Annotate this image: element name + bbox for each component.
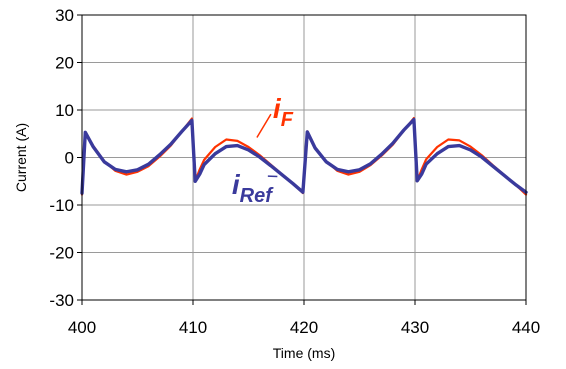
x-tick-label: 440 <box>512 318 540 337</box>
x-axis-title: Time (ms) <box>273 345 335 361</box>
y-tick-label: -20 <box>49 244 74 263</box>
axes-ticks: 400 410 420 430 440 -30 -20 -10 0 10 20 30 <box>49 6 540 337</box>
y-tick-label: 10 <box>55 101 74 120</box>
series-layer <box>80 116 528 196</box>
y-tick-label: -30 <box>49 291 74 310</box>
y-tick-label: -10 <box>49 196 74 215</box>
x-tick-label: 420 <box>290 318 318 337</box>
x-tick-label: 430 <box>401 318 429 337</box>
y-tick-label: 20 <box>55 54 74 73</box>
series-label-iF: iF <box>273 93 294 131</box>
x-tick-label: 410 <box>179 318 207 337</box>
y-axis-title: Current (A) <box>13 123 29 192</box>
series-line-iRef <box>80 117 528 195</box>
series-label-iRef: iRef <box>232 169 274 207</box>
leader-iF <box>256 113 272 138</box>
series-annotations: iF iRef <box>232 93 294 207</box>
y-tick-label: 0 <box>65 149 74 168</box>
y-tick-label: 30 <box>55 6 74 25</box>
x-tick-label: 400 <box>68 318 96 337</box>
